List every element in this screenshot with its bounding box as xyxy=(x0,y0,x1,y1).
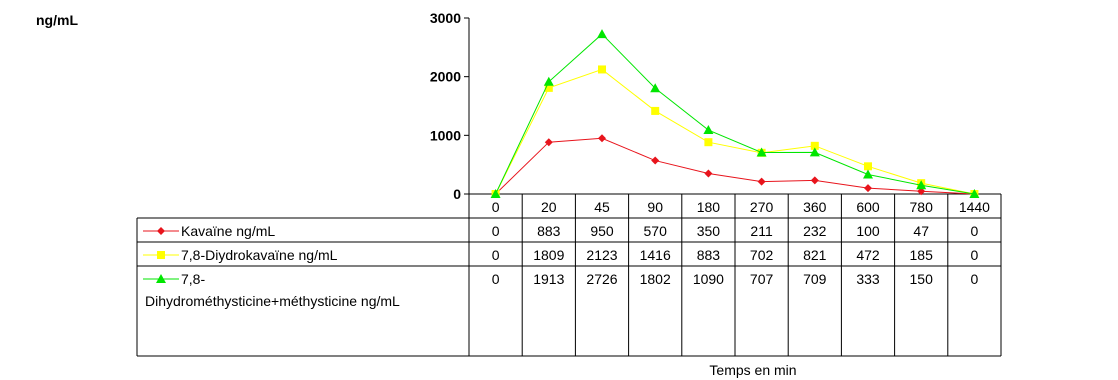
data-label: 0 xyxy=(492,247,500,263)
data-point xyxy=(810,176,819,185)
x-tick-label: 20 xyxy=(541,199,557,215)
data-point xyxy=(756,147,767,157)
data-point xyxy=(969,189,980,198)
plot-area xyxy=(490,29,980,198)
data-point xyxy=(704,138,713,147)
data-label: 333 xyxy=(856,271,880,287)
data-label: 185 xyxy=(910,247,934,263)
data-label: 47 xyxy=(913,223,929,239)
data-point xyxy=(916,180,927,190)
data-label: 1802 xyxy=(640,271,671,287)
data-point xyxy=(810,141,819,150)
data-label: 1913 xyxy=(533,271,564,287)
data-label: 883 xyxy=(537,223,561,239)
data-label: 2726 xyxy=(586,271,617,287)
data-label: 707 xyxy=(750,271,774,287)
data-point xyxy=(651,156,660,165)
data-point xyxy=(543,76,554,86)
legend-label: Dihydrométhysticine+méthysticine ng/mL xyxy=(145,293,400,309)
data-label: 0 xyxy=(971,223,979,239)
data-label: 1416 xyxy=(640,247,671,263)
series-line xyxy=(495,68,975,195)
x-tick-label: 270 xyxy=(750,199,774,215)
data-point xyxy=(490,189,501,198)
data-point xyxy=(704,169,713,178)
data-point xyxy=(598,65,606,74)
y-axis-label: ng/mL xyxy=(36,12,78,28)
data-label: 211 xyxy=(750,223,773,239)
axes: 0 1000 2000 3000 xyxy=(430,10,470,202)
y-tick-label: 0 xyxy=(453,186,461,202)
x-tick-label: 600 xyxy=(856,199,880,215)
data-point xyxy=(544,83,553,92)
data-label: 883 xyxy=(697,247,721,263)
x-axis-label: Temps en min xyxy=(709,362,796,378)
series-line xyxy=(495,33,975,195)
data-point xyxy=(863,169,873,179)
data-point xyxy=(597,29,607,39)
data-point xyxy=(917,187,926,196)
data-label: 150 xyxy=(910,271,934,287)
data-label: 472 xyxy=(856,247,880,263)
legend-label: Kavaïne ng/mL xyxy=(181,223,275,239)
data-label: 570 xyxy=(644,223,668,239)
legend-key-marker xyxy=(157,251,165,259)
data-point xyxy=(651,106,660,115)
x-tick-label: 45 xyxy=(594,199,610,215)
y-tick-label: 2000 xyxy=(430,69,461,85)
y-tick-label: 3000 xyxy=(430,10,461,26)
data-label: 0 xyxy=(971,271,979,287)
legend-key-marker xyxy=(156,274,166,283)
data-label: 0 xyxy=(492,271,500,287)
data-point xyxy=(598,134,606,143)
x-tick-label: 90 xyxy=(647,199,663,215)
data-point xyxy=(544,138,553,147)
data-label: 709 xyxy=(803,271,827,287)
data-label: 100 xyxy=(856,223,880,239)
data-label: 1809 xyxy=(533,247,564,263)
data-label: 0 xyxy=(492,223,500,239)
data-label: 350 xyxy=(697,223,721,239)
legend-label: 7,8-Diydrokavaïne ng/mL xyxy=(181,247,338,263)
data-label: 702 xyxy=(750,247,774,263)
data-label: 950 xyxy=(590,223,614,239)
data-label: 232 xyxy=(803,223,827,239)
y-tick-label: 1000 xyxy=(430,127,461,143)
x-tick-label: 0 xyxy=(492,199,500,215)
data-point xyxy=(864,162,872,171)
series-line xyxy=(495,137,975,195)
data-point xyxy=(703,125,714,135)
x-tick-label: 1440 xyxy=(959,199,990,215)
data-table: 0 20 45 90 180 270 360 600 780 1440 Kavaïne ng/mL 0… xyxy=(136,193,1002,357)
data-point xyxy=(809,147,820,157)
data-point xyxy=(757,177,766,186)
data-label: 2123 xyxy=(586,247,617,263)
legend-key-marker xyxy=(157,227,165,235)
x-tick-label: 180 xyxy=(697,199,721,215)
data-label: 1090 xyxy=(693,271,724,287)
legend-label: 7,8- xyxy=(181,271,205,287)
data-label: 821 xyxy=(803,247,827,263)
data-point xyxy=(864,184,872,193)
data-label: 0 xyxy=(971,247,979,263)
x-tick-label: 360 xyxy=(803,199,827,215)
data-point xyxy=(650,83,661,93)
x-tick-label: 780 xyxy=(910,199,934,215)
